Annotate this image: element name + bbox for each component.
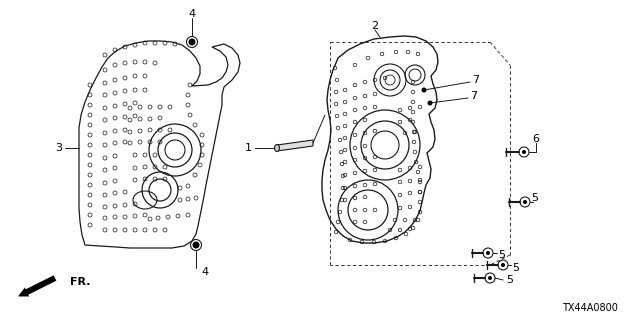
Text: 5: 5 xyxy=(506,275,513,285)
Circle shape xyxy=(522,150,526,154)
Text: 7: 7 xyxy=(470,91,477,101)
Text: 5: 5 xyxy=(499,250,506,260)
Text: 3: 3 xyxy=(56,143,63,153)
Text: 2: 2 xyxy=(371,21,379,31)
Polygon shape xyxy=(277,140,313,151)
Text: 4: 4 xyxy=(202,267,209,277)
Text: 5: 5 xyxy=(513,263,520,273)
Circle shape xyxy=(523,200,527,204)
Text: 7: 7 xyxy=(472,75,479,85)
Circle shape xyxy=(501,263,505,267)
Circle shape xyxy=(422,87,426,92)
Text: 4: 4 xyxy=(188,9,196,19)
Text: TX44A0800: TX44A0800 xyxy=(562,303,618,313)
Text: 1: 1 xyxy=(244,143,252,153)
Circle shape xyxy=(189,38,195,45)
Text: FR.: FR. xyxy=(70,277,90,287)
Circle shape xyxy=(488,276,492,280)
Circle shape xyxy=(428,100,433,106)
FancyArrow shape xyxy=(18,275,56,296)
Text: 6: 6 xyxy=(532,134,540,144)
Text: 5: 5 xyxy=(531,193,538,203)
Ellipse shape xyxy=(275,145,280,151)
Circle shape xyxy=(486,251,490,255)
Circle shape xyxy=(193,242,200,249)
